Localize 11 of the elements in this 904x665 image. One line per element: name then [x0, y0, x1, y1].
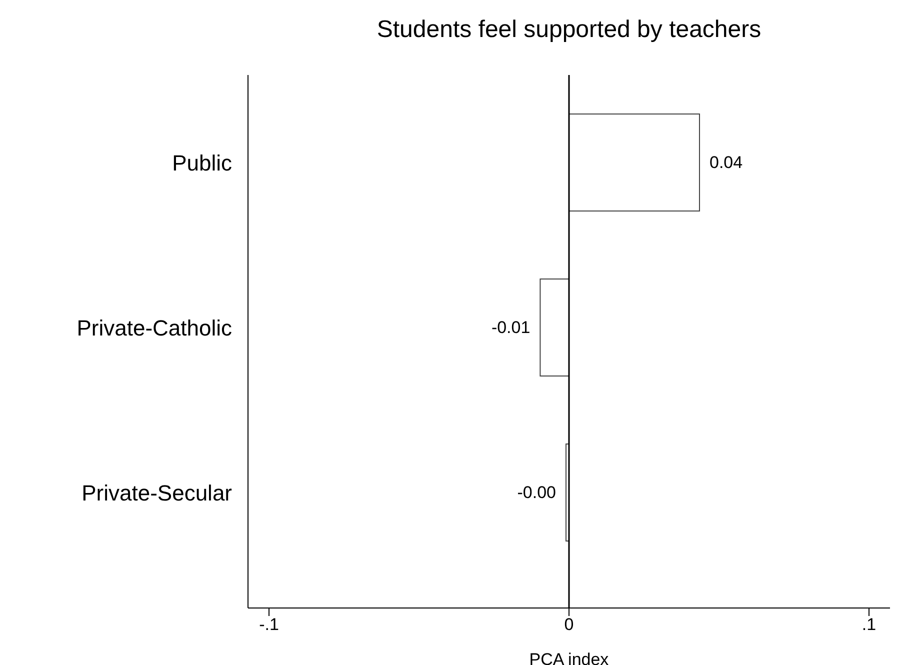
data-label: -0.00 — [517, 483, 556, 502]
y-tick-label: Public — [172, 150, 232, 176]
data-label: 0.04 — [710, 153, 743, 172]
chart-title: Students feel supported by teachers — [376, 16, 762, 44]
data-label: -0.01 — [491, 318, 530, 337]
x-tick-label: .1 — [862, 615, 876, 634]
y-tick-label: Private-Catholic — [76, 315, 232, 340]
x-axis-title: PCA index — [529, 650, 610, 665]
x-tick-label: -.1 — [259, 615, 279, 634]
y-tick-label: Private-Secular — [82, 480, 232, 506]
x-tick-label: 0 — [564, 615, 574, 634]
